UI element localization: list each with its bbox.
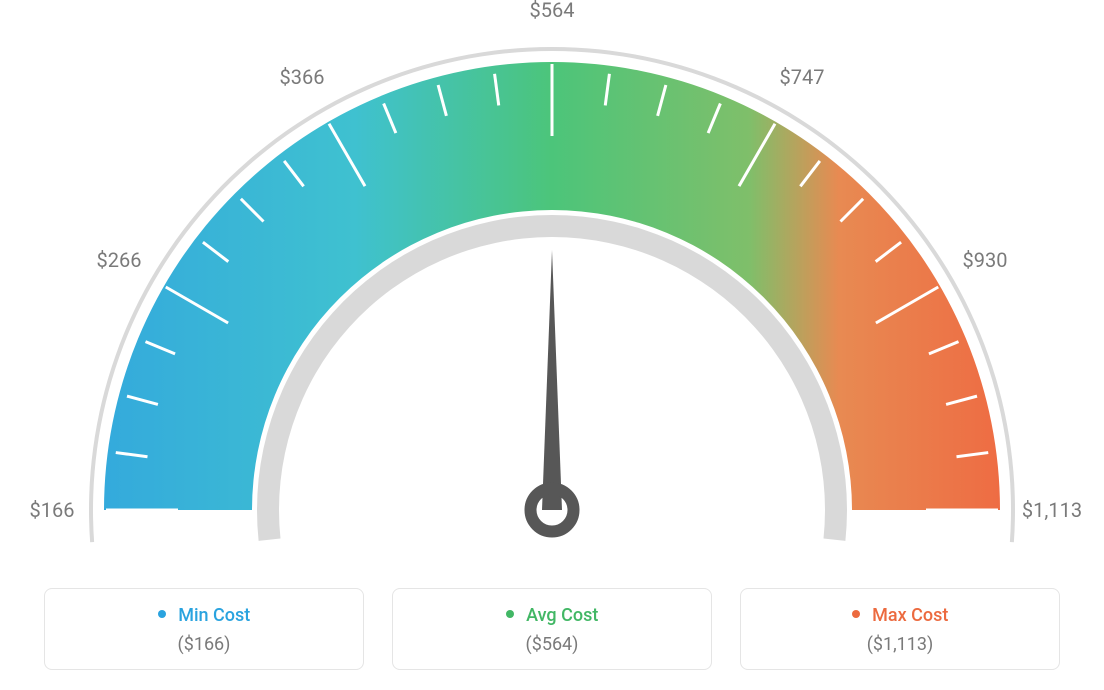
gauge-tick-label: $1,113 [1022,498,1082,522]
cost-gauge-container: $166 $266 $366 $564 $747 $930 $1,113 Min Cost … [0,0,1104,690]
gauge-svg [0,0,1104,560]
dot-icon-min [158,610,166,618]
gauge-tick-label: $366 [280,65,325,89]
legend-card-min: Min Cost ($166) [44,588,364,670]
legend-title-max: Max Cost [741,605,1059,626]
dot-icon-max [852,610,860,618]
gauge-tick-label: $930 [963,248,1008,272]
legend-title-avg: Avg Cost [393,605,711,626]
legend-value-min: ($166) [45,634,363,655]
gauge-tick-label: $564 [530,0,575,22]
gauge-tick-label: $166 [30,498,75,522]
legend-card-max: Max Cost ($1,113) [740,588,1060,670]
legend-value-max: ($1,113) [741,634,1059,655]
legend-label-avg: Avg Cost [526,605,598,626]
legend-label-min: Min Cost [178,605,250,626]
legend-card-avg: Avg Cost ($564) [392,588,712,670]
dot-icon-avg [506,610,514,618]
gauge-tick-label: $266 [97,248,142,272]
legend-value-avg: ($564) [393,634,711,655]
gauge-tick-label: $747 [780,65,825,89]
legend-row: Min Cost ($166) Avg Cost ($564) Max Cost… [0,588,1104,670]
legend-title-min: Min Cost [45,605,363,626]
legend-label-max: Max Cost [872,605,948,626]
gauge-area: $166 $266 $366 $564 $747 $930 $1,113 [0,0,1104,560]
